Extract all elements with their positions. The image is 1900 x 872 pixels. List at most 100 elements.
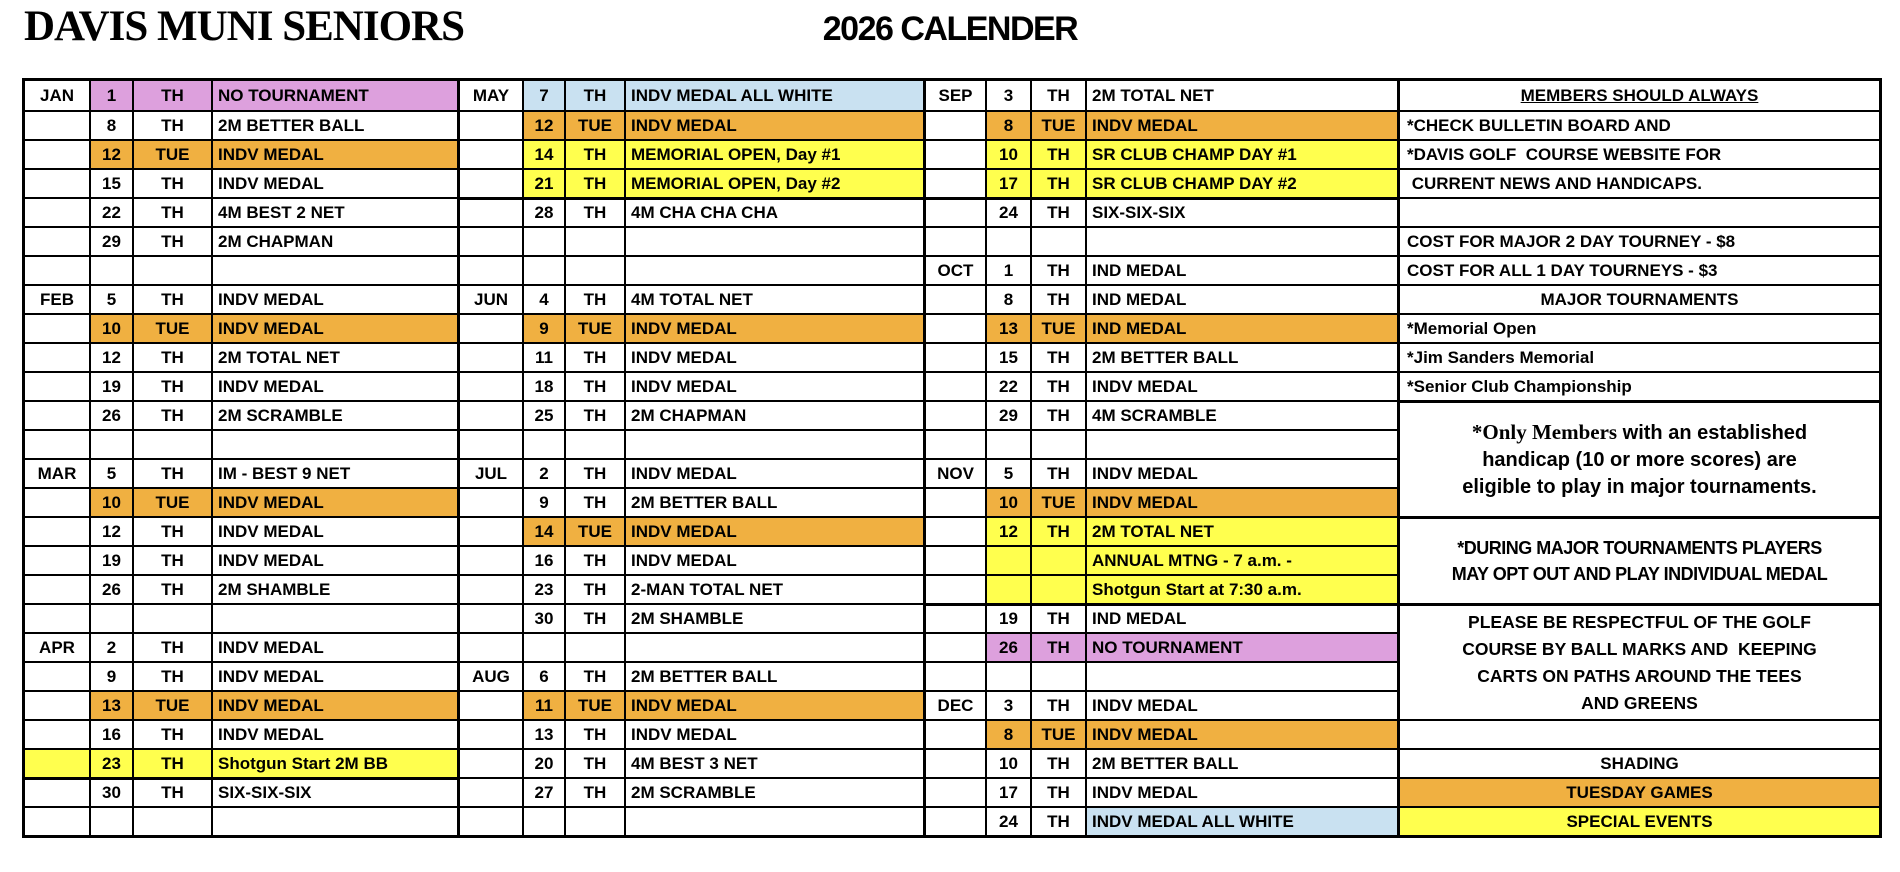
date-cell: 29 <box>89 226 132 255</box>
day-cell <box>564 429 624 458</box>
date-cell: 20 <box>522 748 564 777</box>
event-cell: INDV MEDAL <box>1085 458 1397 487</box>
date-cell: 15 <box>985 342 1030 371</box>
event-cell: INDV MEDAL <box>1085 371 1397 400</box>
date-cell: 12 <box>522 110 564 139</box>
day-cell: TH <box>1030 690 1085 719</box>
month-cell <box>25 487 89 516</box>
month-cell <box>923 748 985 777</box>
underlined-heading-text: MEMBERS SHOULD ALWAYS <box>1520 85 1759 105</box>
date-cell: 10 <box>89 487 132 516</box>
date-cell: 12 <box>89 139 132 168</box>
event-cell <box>624 632 923 661</box>
event-cell: INDV MEDAL <box>624 458 923 487</box>
day-cell: TH <box>1030 168 1085 197</box>
event-cell: INDV MEDAL ALL WHITE <box>624 81 923 110</box>
note-line-serif-lead: *Only Members <box>1471 419 1618 444</box>
date-cell <box>985 574 1030 603</box>
month-cell <box>923 777 985 806</box>
month-cell <box>457 255 522 284</box>
day-cell <box>132 603 211 632</box>
event-cell: INDV MEDAL ALL WHITE <box>1085 806 1397 835</box>
members-eligibility-note: *Only Members with an established handica… <box>1397 400 1879 516</box>
month-cell <box>923 661 985 690</box>
month-cell <box>923 574 985 603</box>
event-cell: IND MEDAL <box>1085 284 1397 313</box>
event-cell: SR CLUB CHAMP DAY #1 <box>1085 139 1397 168</box>
legend-tuesday-games: TUESDAY GAMES <box>1397 777 1879 806</box>
event-cell: 2M BETTER BALL <box>1085 748 1397 777</box>
day-cell: TUE <box>564 313 624 342</box>
event-cell <box>1085 429 1397 458</box>
note-line: *DURING MAJOR TOURNAMENTS PLAYERS <box>1457 538 1822 558</box>
date-cell: 10 <box>985 748 1030 777</box>
date-cell <box>985 545 1030 574</box>
note-line: AND GREENS <box>1581 692 1698 713</box>
event-cell <box>624 255 923 284</box>
date-cell: 5 <box>89 458 132 487</box>
month-cell <box>923 603 985 632</box>
month-cell <box>457 545 522 574</box>
month-cell <box>457 226 522 255</box>
month-cell <box>25 313 89 342</box>
event-cell: 2M BETTER BALL <box>1085 342 1397 371</box>
month-cell <box>923 139 985 168</box>
day-cell: TH <box>132 545 211 574</box>
day-cell <box>564 806 624 835</box>
date-cell: 13 <box>522 719 564 748</box>
note-line: *Only Members with an established <box>1471 419 1808 444</box>
event-cell: 2M SHAMBLE <box>211 574 457 603</box>
event-cell: INDV MEDAL <box>1085 719 1397 748</box>
month-cell <box>457 313 522 342</box>
month-cell <box>457 690 522 719</box>
event-cell: 2-MAN TOTAL NET <box>624 574 923 603</box>
day-cell: TH <box>1030 603 1085 632</box>
event-cell: 4M BEST 2 NET <box>211 197 457 226</box>
day-cell: TUE <box>132 139 211 168</box>
day-cell: TUE <box>564 110 624 139</box>
month-cell <box>25 748 89 777</box>
event-cell: INDV MEDAL <box>624 371 923 400</box>
senior-club-item: *Senior Club Championship <box>1397 371 1879 400</box>
day-cell <box>1030 545 1085 574</box>
date-cell <box>89 806 132 835</box>
event-cell: Shotgun Start 2M BB <box>211 748 457 777</box>
day-cell: TH <box>564 719 624 748</box>
date-cell: 17 <box>985 777 1030 806</box>
month-cell <box>457 487 522 516</box>
event-cell: INDV MEDAL <box>211 168 457 197</box>
day-cell: TH <box>564 139 624 168</box>
event-cell: INDV MEDAL <box>1085 690 1397 719</box>
note-line: eligible to play in major tournaments. <box>1462 475 1817 498</box>
day-cell: TH <box>132 516 211 545</box>
day-cell: TUE <box>564 690 624 719</box>
date-cell: 9 <box>522 313 564 342</box>
date-cell <box>522 632 564 661</box>
during-tournaments-note: *DURING MAJOR TOURNAMENTS PLAYERS MAY OPT… <box>1397 516 1879 603</box>
month-cell <box>457 777 522 806</box>
event-cell: NO TOURNAMENT <box>211 81 457 110</box>
date-cell: 19 <box>89 545 132 574</box>
event-cell: 2M CHAPMAN <box>211 226 457 255</box>
event-cell: 2M BETTER BALL <box>211 110 457 139</box>
event-cell: INDV MEDAL <box>211 632 457 661</box>
event-cell: INDV MEDAL <box>624 110 923 139</box>
event-cell: 4M TOTAL NET <box>624 284 923 313</box>
event-cell: INDV MEDAL <box>211 719 457 748</box>
event-cell: INDV MEDAL <box>211 284 457 313</box>
event-cell <box>211 603 457 632</box>
cost-one-day-tourney-note: COST FOR ALL 1 DAY TOURNEYS - $3 <box>1397 255 1879 284</box>
month-cell <box>25 777 89 806</box>
date-cell: 19 <box>985 603 1030 632</box>
day-cell: TH <box>1030 806 1085 835</box>
month-cell: NOV <box>923 458 985 487</box>
month-cell <box>923 342 985 371</box>
day-cell <box>564 226 624 255</box>
date-cell <box>89 603 132 632</box>
month-cell <box>457 516 522 545</box>
date-cell: 23 <box>522 574 564 603</box>
month-cell <box>25 371 89 400</box>
day-cell: TH <box>132 110 211 139</box>
date-cell: 6 <box>522 661 564 690</box>
month-cell <box>923 110 985 139</box>
